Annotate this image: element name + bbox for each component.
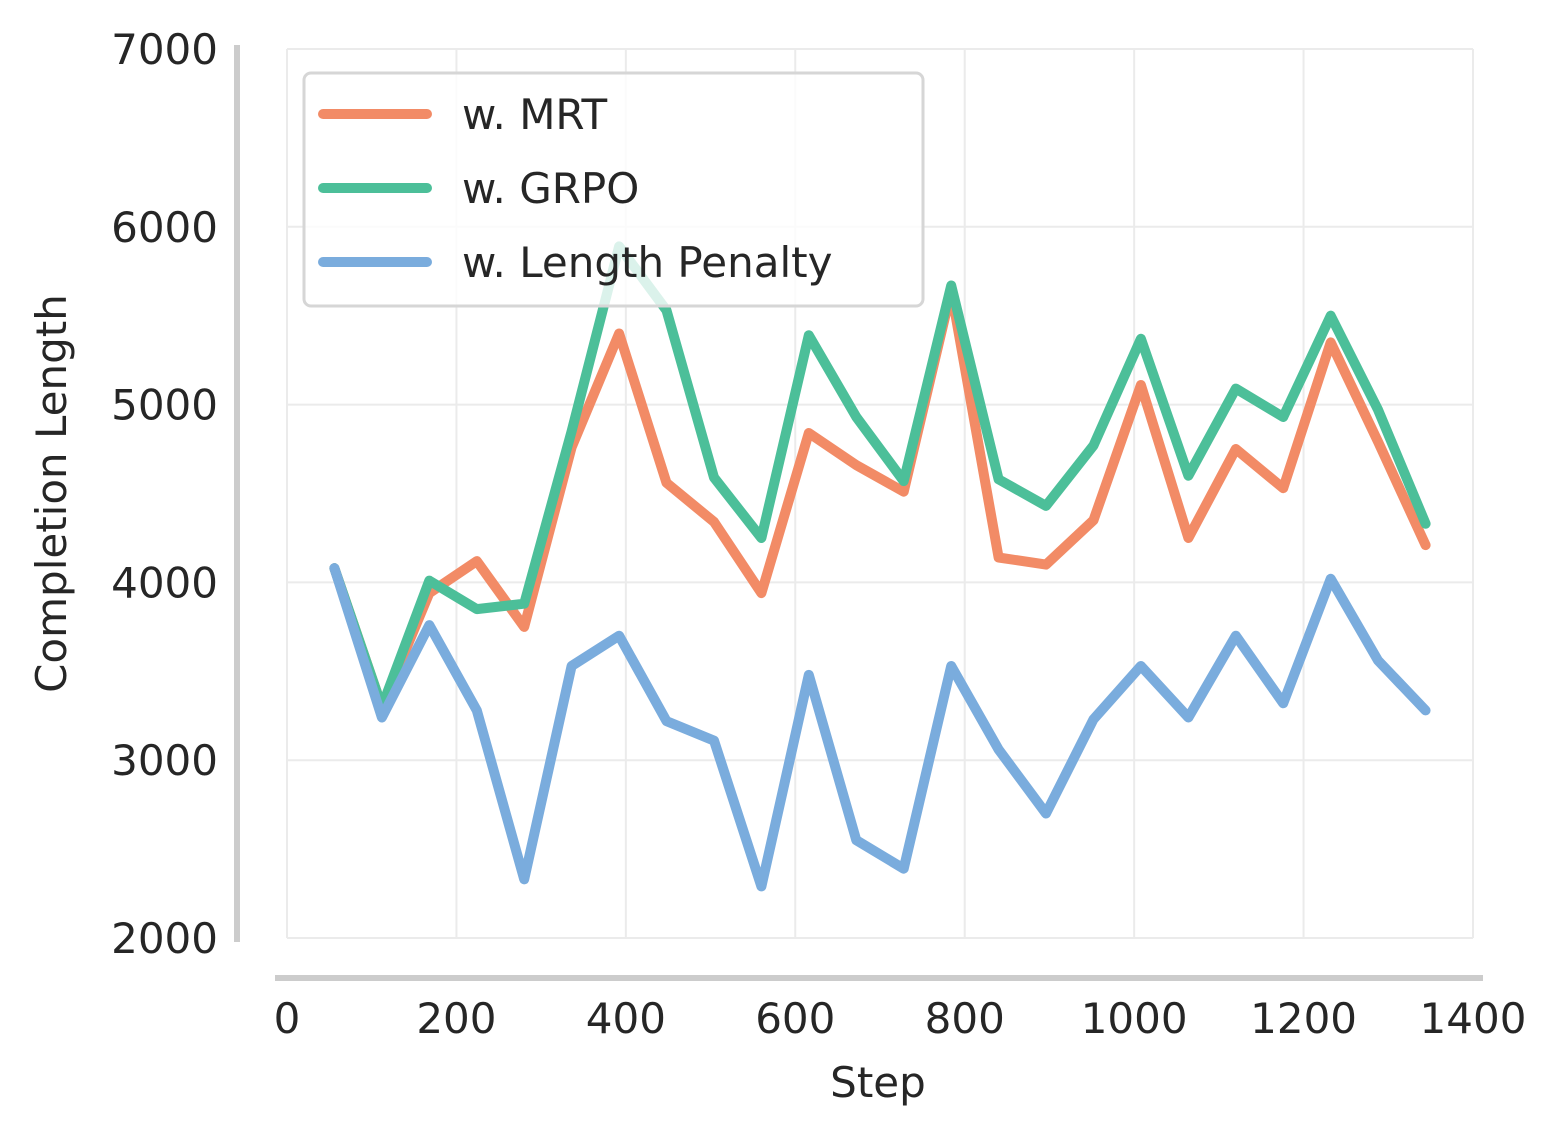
x-tick-label: 0 (274, 994, 301, 1043)
x-tick-label: 800 (925, 994, 1005, 1043)
series-line-1 (329, 285, 1431, 712)
legend-label: w. GRPO (462, 164, 639, 213)
series-line-3 (329, 563, 1431, 892)
legend-box (302, 71, 925, 308)
y-tick-label: 5000 (111, 381, 218, 430)
y-tick-label: 6000 (111, 203, 218, 252)
x-axis-title: Step (830, 1058, 926, 1107)
series-lines (329, 241, 1431, 892)
x-tick-label: 600 (755, 994, 835, 1043)
legend-label: w. MRT (462, 90, 608, 139)
x-tick-label: 1200 (1250, 994, 1357, 1043)
y-tick-label: 2000 (111, 914, 218, 963)
axes-spines (234, 45, 1483, 981)
x-tick-label: 1400 (1420, 994, 1527, 1043)
y-tick-label: 7000 (111, 25, 218, 74)
y-tick-label: 4000 (111, 558, 218, 607)
x-tick-label: 400 (586, 994, 666, 1043)
y-axis-title: Completion Length (27, 294, 76, 693)
x-axis-ticks: 0 200 400 600 800 1000 1200 1400 (274, 994, 1527, 1043)
series-line-2 (329, 241, 1431, 712)
x-tick-label: 1000 (1081, 994, 1188, 1043)
x-tick-label: 200 (416, 994, 496, 1043)
y-axis-ticks: 2000 3000 4000 5000 6000 7000 (111, 25, 218, 963)
legend: w. MRT w. GRPO w. Length Penalty (302, 71, 925, 308)
y-tick-label: 3000 (111, 736, 218, 785)
legend-label: w. Length Penalty (462, 238, 832, 287)
